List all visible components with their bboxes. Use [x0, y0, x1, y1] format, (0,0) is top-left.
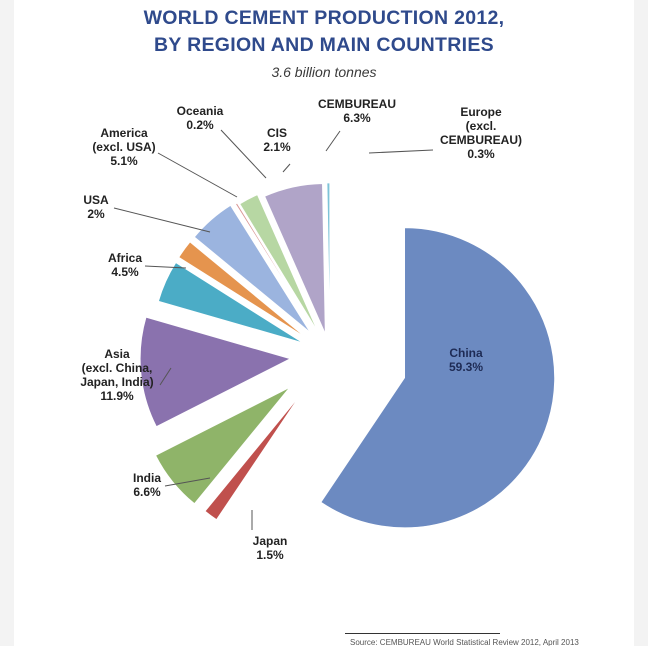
pie-slice-africa: [157, 262, 303, 344]
leader-line-india: [164, 477, 211, 487]
slice-label-line: 59.3%: [449, 360, 483, 374]
pie-slice-europe: [326, 182, 331, 334]
slice-label-oceania: Oceania 0.2%: [177, 104, 224, 132]
slice-label-line: 6.6%: [133, 485, 161, 499]
slice-label-line: Europe: [460, 105, 502, 119]
slice-label-line: 0.2%: [186, 118, 214, 132]
slice-label-line: 2%: [87, 207, 105, 221]
pie-slice-cembureau: [264, 183, 326, 334]
slice-label-line: 11.9%: [100, 389, 134, 403]
slice-label-line: America: [100, 126, 148, 140]
pie-slice-japan: [204, 394, 301, 521]
leader-line-europe: [368, 149, 434, 154]
slice-label-line: 1.5%: [256, 548, 284, 562]
pie-slice-usa: [178, 241, 306, 338]
footer-note: Source: CEMBUREAU World Statistical Revi…: [350, 638, 579, 646]
slice-label-line: China: [449, 346, 483, 360]
pie-slice-india: [155, 387, 290, 505]
slice-label-africa: Africa 4.5%: [108, 251, 142, 279]
slice-label-cis: CIS 2.1%: [263, 126, 291, 154]
leader-line-asia: [159, 367, 172, 386]
slice-label-line: 6.3%: [343, 111, 371, 125]
leader-line-usa: [113, 207, 211, 233]
slice-label-line: (excl. USA): [92, 140, 155, 154]
slice-label-europe: Europe (excl. CEMBUREAU) 0.3%: [440, 105, 522, 161]
pie-slice-cis: [239, 194, 319, 333]
slice-label-line: Asia: [104, 347, 130, 361]
slice-label-line: Oceania: [177, 104, 224, 118]
slice-label-line: CIS: [267, 126, 287, 140]
slice-label-china: China 59.3%: [449, 346, 483, 374]
slice-label-america: America (excl. USA) 5.1%: [92, 126, 155, 168]
footer-rule: [345, 633, 500, 634]
leader-line-africa: [144, 265, 187, 269]
pie-slice-oceania: [234, 202, 316, 332]
pie-slice-america: [193, 204, 311, 333]
slice-label-line: Africa: [108, 251, 142, 265]
slice-label-line: CEMBUREAU): [440, 133, 522, 147]
chart-title: WORLD CEMENT PRODUCTION 2012, BY REGION …: [0, 5, 648, 59]
slice-label-line: 5.1%: [110, 154, 138, 168]
slice-label-line: USA: [83, 193, 109, 207]
slice-label-line: (excl.: [466, 119, 497, 133]
slice-label-japan: Japan 1.5%: [253, 534, 288, 562]
slice-label-line: 2.1%: [263, 140, 291, 154]
slice-label-india: India 6.6%: [133, 471, 161, 499]
slice-label-line: CEMBUREAU: [318, 97, 396, 111]
slice-label-cembureau: CEMBUREAU 6.3%: [318, 97, 396, 125]
chart-subtitle: 3.6 billion tonnes: [271, 64, 377, 80]
slice-label-usa: USA 2%: [83, 193, 109, 221]
slice-label-line: 0.3%: [467, 147, 495, 161]
slice-label-line: Japan, India): [80, 375, 153, 389]
leader-line-america: [157, 152, 238, 198]
title-line-2: BY REGION AND MAIN COUNTRIES: [154, 34, 494, 56]
leader-line-cis: [282, 163, 291, 173]
slice-label-line: 4.5%: [111, 265, 139, 279]
slice-label-line: India: [133, 471, 161, 485]
pie-slice-asia: [139, 316, 292, 428]
title-line-1: WORLD CEMENT PRODUCTION 2012,: [143, 7, 505, 29]
slice-label-asia: Asia (excl. China, Japan, India) 11.9%: [80, 347, 153, 403]
leader-line-cembureau: [325, 130, 341, 152]
pie-slice-china: [320, 227, 555, 529]
slice-label-line: Japan: [253, 534, 288, 548]
leader-line-oceania: [220, 129, 267, 179]
slice-label-line: (excl. China,: [82, 361, 153, 375]
